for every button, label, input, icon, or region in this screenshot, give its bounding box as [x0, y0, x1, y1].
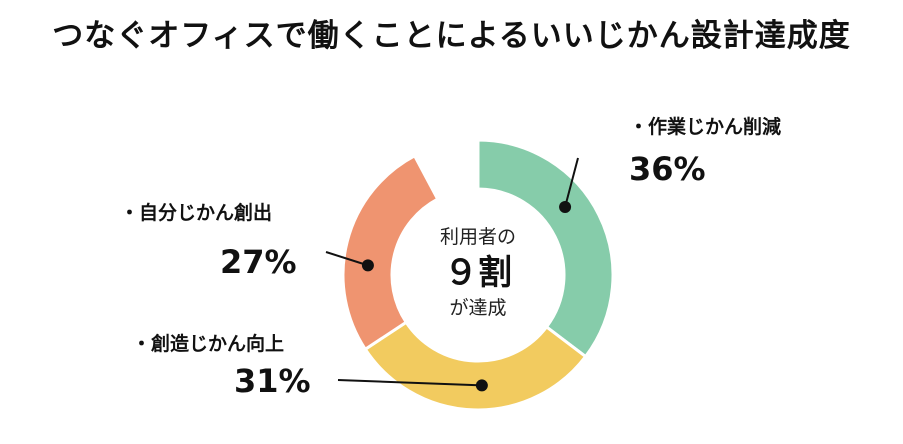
- center-line-1: 利用者の: [440, 226, 516, 248]
- slice-2: [341, 153, 440, 352]
- slice-0: [476, 138, 615, 359]
- data-label-1: 31%: [234, 362, 311, 400]
- data-label-2: 27%: [220, 243, 297, 281]
- chart-title: つなぐオフィスで働くことによるいいじかん設計達成度: [52, 18, 851, 54]
- legend-label-1: ・創造じかん向上: [132, 332, 284, 355]
- leader-dot-0: [559, 200, 572, 213]
- leader-dot-2: [361, 259, 374, 272]
- leader-line-2: [325, 251, 369, 267]
- leader-dot-1: [475, 379, 488, 392]
- leader-line-0: [564, 157, 579, 208]
- leader-line-1: [337, 379, 482, 387]
- legend-label-0: ・作業じかん削減: [629, 115, 781, 138]
- data-label-0: 36%: [629, 150, 706, 188]
- slice-1: [363, 320, 588, 412]
- center-line-2: ９割: [444, 253, 512, 293]
- center-line-3: が達成: [449, 297, 506, 319]
- legend-label-2: ・自分じかん創出: [120, 201, 272, 224]
